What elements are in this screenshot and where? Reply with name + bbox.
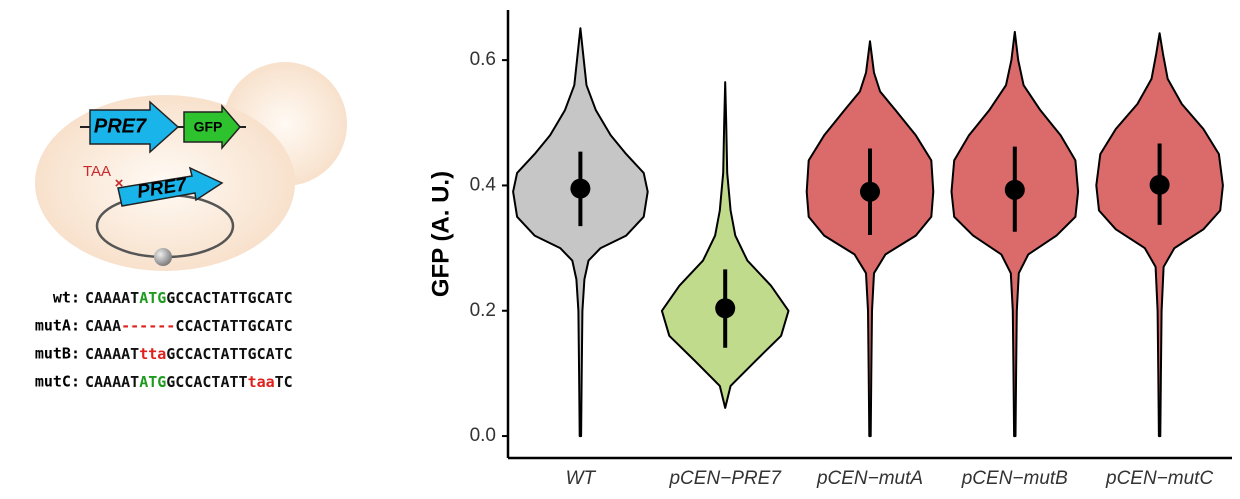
cell-diagram: PRE7 GFP PRE7 TAA × — [35, 62, 347, 271]
centromere — [154, 248, 172, 266]
mean-point — [860, 181, 880, 202]
mean-point — [1149, 174, 1170, 195]
sequence-name: mutA: — [35, 317, 80, 335]
sequence-name: mutC: — [35, 373, 80, 391]
sequence-part: tta — [139, 345, 166, 363]
x-tick-label: WT — [566, 468, 597, 489]
stop-label: TAA — [83, 163, 111, 180]
violin — [660, 81, 790, 409]
reporter-arrow — [183, 103, 241, 151]
x-tick-label: pCEN−mutC — [1105, 468, 1213, 489]
sequence-name: wt: — [53, 289, 80, 307]
y-tick-label: 0.4 — [470, 174, 497, 195]
mean-point — [1004, 179, 1025, 200]
plasmid-arrow — [117, 166, 224, 207]
sequence-part: CAAAAT — [85, 289, 139, 307]
sequence-part: ATG — [139, 373, 166, 391]
sequence-part: ------ — [121, 317, 175, 335]
y-tick-label: 0.6 — [470, 49, 496, 70]
sequence: CAAAATATGGCCACTATTtaaTC — [85, 373, 293, 391]
violin-chart: 0.0 0.2 0.4 0.6 GFP (A. U.) WT pCEN−PRE7 pCEN−m… — [427, 10, 1232, 489]
sequence-part: TC — [275, 373, 293, 391]
y-tick-label: 0.2 — [470, 300, 496, 321]
reporter-label: GFP — [194, 119, 223, 135]
x-tick-label: pCEN−mutA — [816, 468, 923, 489]
violin — [1095, 32, 1224, 438]
violin — [512, 27, 649, 438]
violin — [950, 30, 1080, 438]
sequence-part: GCCACTATTGCATC — [166, 289, 292, 307]
gene-arrow — [89, 100, 180, 154]
sequence-name: mutB: — [35, 345, 80, 363]
sequence-part: CAAAAT — [85, 345, 139, 363]
mean-point — [570, 178, 591, 199]
sequence-part: CCACTATTGCATC — [175, 317, 292, 335]
y-axis-label: GFP (A. U.) — [427, 171, 454, 297]
x-tick-label: pCEN−mutB — [961, 468, 1068, 489]
sequence-part: CAAAAT — [85, 373, 139, 391]
violin — [805, 40, 935, 438]
gene-label: PRE7 — [94, 115, 147, 137]
sequence: CAAAATATGGCCACTATTGCATC — [85, 289, 293, 307]
sequence: CAAA------CCACTATTGCATC — [85, 317, 293, 335]
stop-mark: × — [115, 175, 124, 192]
sequence-part: GCCACTATTGCATC — [166, 345, 292, 363]
sequence: CAAAATttaGCCACTATTGCATC — [85, 345, 293, 363]
mean-point — [715, 298, 736, 319]
sequence-part: taa — [248, 373, 275, 391]
sequence-part: ATG — [139, 289, 166, 307]
x-tick-label: pCEN−PRE7 — [668, 468, 782, 489]
y-tick-label: 0.0 — [470, 425, 496, 446]
sequence-part: CAAA — [85, 317, 121, 335]
sequence-part: GCCACTATT — [166, 373, 247, 391]
